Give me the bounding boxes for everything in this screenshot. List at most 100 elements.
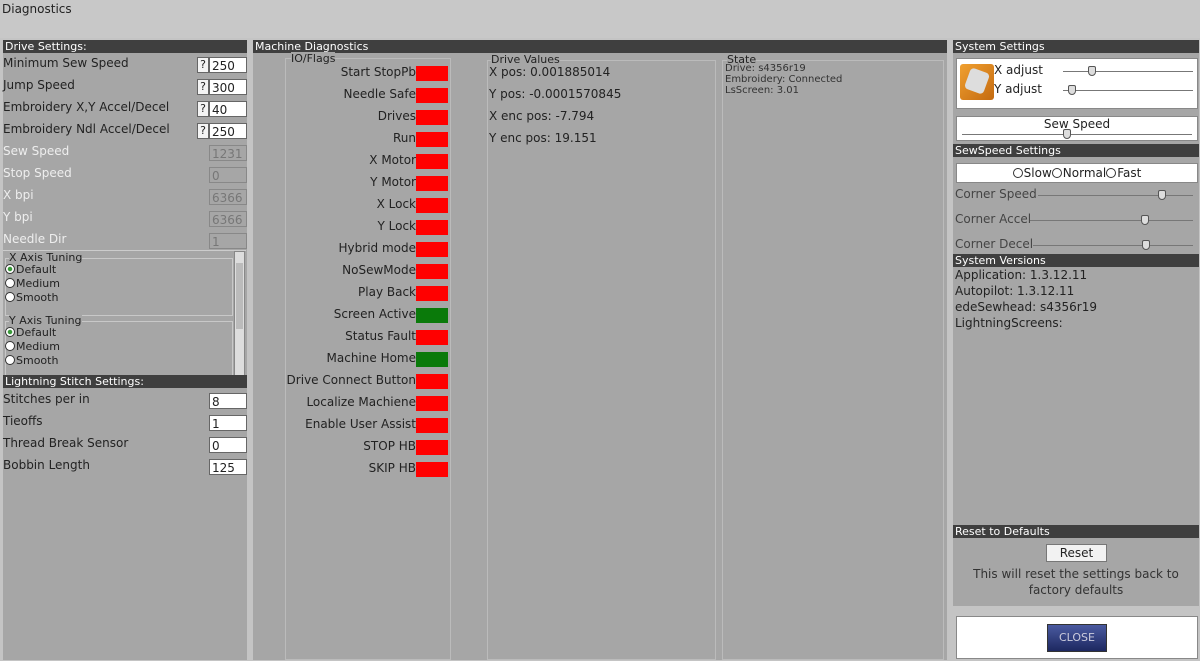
slider-track: [962, 134, 1192, 135]
flag-label: STOP HB: [363, 439, 416, 453]
flag-indicator: [416, 154, 448, 169]
radio-button[interactable]: [1012, 168, 1023, 178]
slider-label: Corner Speed: [955, 187, 1037, 201]
flag-indicator: [416, 132, 448, 147]
flag-indicator: [416, 330, 448, 345]
input-field[interactable]: 300: [209, 79, 247, 95]
reset-note: This will reset the settings back to fac…: [973, 567, 1179, 597]
flag-label: ess Drive Connect Button: [286, 373, 416, 387]
radio-button[interactable]: [5, 327, 15, 337]
input-field[interactable]: 40: [209, 101, 247, 117]
field-label: Stitches per in: [3, 392, 90, 406]
input-field[interactable]: 250: [209, 57, 247, 73]
slider-thumb[interactable]: [1088, 66, 1096, 76]
flag-label: Machine Home: [326, 351, 416, 365]
radio-option[interactable]: Smooth: [5, 291, 58, 304]
input-field[interactable]: 1: [209, 415, 247, 431]
slider-thumb[interactable]: [1141, 215, 1149, 225]
adjust-box: X adjust Y adjust: [956, 58, 1198, 109]
slider-thumb[interactable]: [1158, 190, 1166, 200]
reset-button[interactable]: Reset: [1046, 544, 1107, 562]
slider-thumb[interactable]: [1068, 85, 1076, 95]
radio-button[interactable]: [1051, 168, 1062, 178]
flag-label: Enable User Assist: [305, 417, 416, 431]
group-title: IO/Flags: [291, 52, 336, 65]
help-button[interactable]: ?: [197, 101, 209, 117]
radio-button[interactable]: [1106, 168, 1117, 178]
field-label: Bobbin Length: [3, 458, 90, 472]
help-button[interactable]: ?: [197, 57, 209, 73]
radio-button[interactable]: [5, 278, 15, 288]
radio-label: Smooth: [16, 354, 59, 367]
radio-option[interactable]: Default: [5, 263, 56, 276]
flag-indicator: [416, 198, 448, 213]
group-title: State: [727, 53, 757, 66]
flag-label: Y Lock: [377, 219, 416, 233]
radio-option[interactable]: Medium: [5, 340, 60, 353]
drive-value: Y pos: -0.0001570845: [489, 87, 622, 101]
radio-option[interactable]: Normal: [1051, 166, 1107, 180]
flag-indicator: [416, 308, 448, 323]
drive-value: Y enc pos: 19.151: [489, 131, 597, 145]
radio-option[interactable]: Medium: [5, 277, 60, 290]
radio-label: Normal: [1062, 166, 1107, 180]
version-line: Autopilot: 1.3.12.11: [955, 284, 1075, 298]
field-label: Jump Speed: [3, 78, 75, 92]
flag-label: X Lock: [376, 197, 416, 211]
readonly-field: 6366: [209, 189, 247, 205]
input-field[interactable]: 8: [209, 393, 247, 409]
state-line: Drive: s4356r19: [725, 63, 806, 74]
radio-option[interactable]: Smooth: [5, 354, 58, 367]
radio-label: Smooth: [16, 291, 59, 304]
slider-label: Corner Decel: [955, 237, 1034, 251]
field-label: Stop Speed: [3, 166, 72, 180]
flag-indicator: [416, 220, 448, 235]
field-label: Thread Break Sensor: [3, 436, 129, 450]
radio-option[interactable]: Slow: [1012, 166, 1052, 180]
slider-label: Corner Accel: [955, 212, 1032, 226]
section-header: System Settings: [953, 40, 1199, 53]
radio-button[interactable]: [5, 264, 15, 274]
field-label: Y bpi: [3, 210, 33, 224]
flag-label: Play Back: [358, 285, 416, 299]
radio-option[interactable]: Default: [5, 326, 56, 339]
radio-button[interactable]: [5, 355, 15, 365]
window-title: Diagnostics: [2, 2, 72, 16]
help-button[interactable]: ?: [197, 79, 209, 95]
flag-label: Screen Active: [333, 307, 416, 321]
readonly-field: 1231: [209, 145, 247, 161]
radio-button[interactable]: [5, 341, 15, 351]
flag-indicator: [416, 176, 448, 191]
radio-option[interactable]: Fast: [1106, 166, 1141, 180]
flag-indicator: [416, 352, 448, 367]
input-field[interactable]: 125: [209, 459, 247, 475]
scroll-thumb: [236, 263, 243, 329]
version-line: LightningScreens:: [955, 316, 1063, 330]
flag-indicator: [416, 264, 448, 279]
flag-indicator: [416, 396, 448, 411]
drive-value: X enc pos: -7.794: [489, 109, 595, 123]
flag-label: Y Motor: [370, 175, 416, 189]
radio-button[interactable]: [5, 292, 15, 302]
machine-diagnostics-panel: Machine Diagnostics IO/Flags Start StopPb N…: [253, 40, 947, 660]
state-line: Embroidery: Connected: [725, 74, 843, 85]
flag-label: Localize Machiene: [306, 395, 416, 409]
field-label: Sew Speed: [3, 144, 70, 158]
field-label: Embroidery X,Y Accel/Decel: [3, 100, 170, 114]
flag-label: NoSewMode: [342, 263, 416, 277]
field-label: Embroidery Ndl Accel/Decel: [3, 122, 170, 136]
slider-thumb[interactable]: [1142, 240, 1150, 250]
readonly-field: 1: [209, 233, 247, 249]
flag-indicator: [416, 462, 448, 477]
help-button[interactable]: ?: [197, 123, 209, 139]
input-field[interactable]: 0: [209, 437, 247, 453]
flag-label: Drives: [377, 109, 416, 123]
group-title: Y Axis Tuning: [9, 314, 82, 327]
input-field[interactable]: 250: [209, 123, 247, 139]
sew-speed-box: Sew Speed: [956, 116, 1198, 141]
slider-thumb[interactable]: [1063, 129, 1071, 139]
group-title: X Axis Tuning: [9, 251, 83, 264]
readonly-field: 0: [209, 167, 247, 183]
close-button[interactable]: CLOSE: [1047, 624, 1107, 652]
